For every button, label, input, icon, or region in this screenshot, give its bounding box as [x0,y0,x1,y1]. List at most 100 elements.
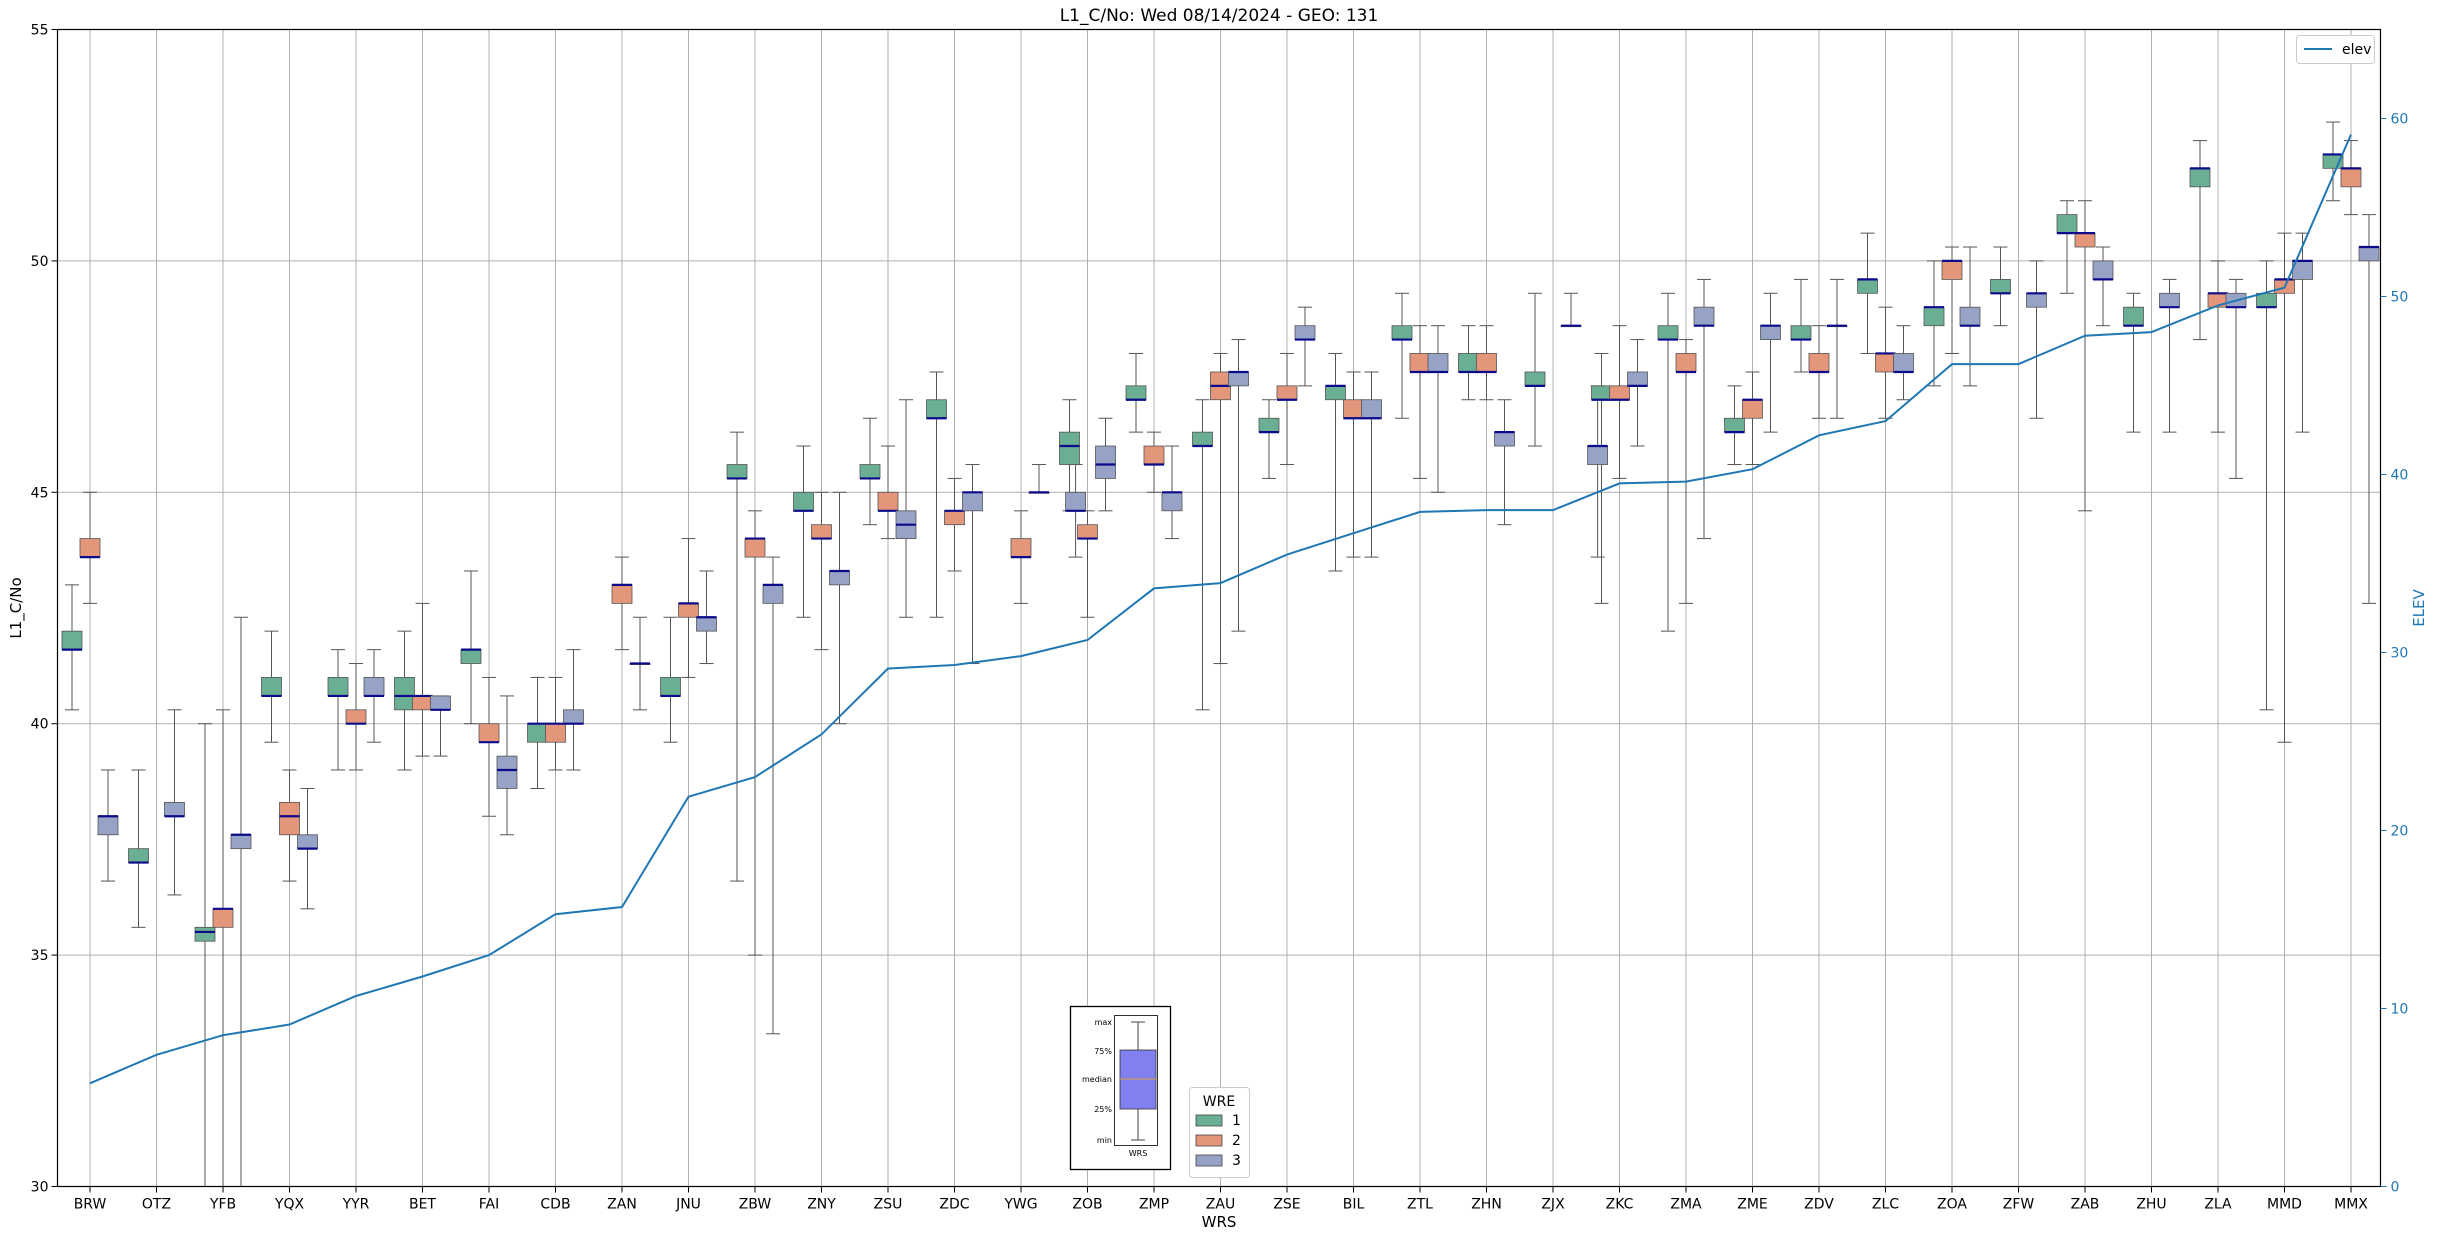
wre-legend-label-1: 1 [1232,1113,1241,1129]
box-wre-2 [2074,232,2096,248]
wre-legend-label-2: 2 [1232,1133,1241,1149]
box-wre-3 [1760,325,1781,340]
box-wre-2 [212,908,234,928]
box-wre-2 [811,524,832,539]
box-wre-3 [1587,445,1608,465]
box-wre-1 [793,491,814,512]
box-plot-key: max 75% median 25% min WRS [1069,1005,1172,1171]
boxes-layer [61,153,2380,942]
box-wre-3 [829,570,850,586]
x-tick-label: ZDV [1804,1197,1834,1213]
box-wre-3 [430,695,451,711]
box-wre-1 [1458,353,1479,373]
x-tick-label: ZTL [1407,1197,1433,1213]
box-wre-3 [1065,491,1086,512]
box-wre-3 [2026,292,2047,308]
x-tick-label: ZDC [939,1197,969,1213]
left-y-axis: 30 35 40 45 50 55 [31,23,58,1196]
box-key-label-median: median [1082,1075,1112,1084]
whiskers-layer [65,121,2376,1187]
box-wre-1 [61,630,83,651]
box-wre-1 [394,677,415,711]
x-tick-label: ZBW [739,1197,772,1213]
y2-axis-title: ELEV [2410,588,2428,626]
wre-legend-swatch-1 [1195,1114,1223,1127]
box-wre-3 [1361,399,1382,419]
wre-legend-title: WRE [1203,1094,1235,1110]
box-wre-3 [1294,325,1316,340]
box-wre-3 [1427,353,1449,373]
box-wre-1 [1192,431,1213,447]
box-wre-1 [1923,306,1945,327]
box-wre-3 [1161,491,1183,512]
box-key-label-75: 75% [1094,1047,1112,1056]
box-wre-2 [744,538,766,558]
box-wre-1 [1391,325,1413,340]
box-wre-3 [1228,371,1249,387]
box-wre-3 [962,491,983,512]
box-wre-2 [1808,353,1830,373]
box-wre-2 [1077,524,1098,539]
box-wre-3 [2358,246,2380,262]
box-wre-3 [563,709,584,725]
x-tick-label: JNU [675,1197,701,1213]
y2-tick-label: 50 [2391,290,2409,306]
box-wre-1 [926,399,947,419]
x-tick-label: ZAB [2071,1197,2100,1213]
x-tick-label: ZSU [874,1197,903,1213]
box-wre-3 [1494,431,1515,447]
box-wre-1 [1059,431,1080,465]
x-tick-label: YFB [209,1197,236,1213]
y2-tick-label: 40 [2391,468,2409,484]
box-wre-1 [2123,306,2144,327]
box-wre-3 [230,834,252,850]
box-wre-1 [128,848,149,863]
x-tick-label: ZFW [2003,1197,2035,1213]
x-tick-label: CDB [540,1197,570,1213]
y-tick-label: 35 [31,948,49,964]
box-wre-1 [1258,417,1280,433]
elev-legend-frame [2296,35,2375,64]
box-wre-2 [345,709,367,725]
box-key-xlabel: WRS [1129,1149,1148,1158]
x-tick-label: ZSE [1273,1197,1300,1213]
box-wre-2 [1476,353,1497,373]
box-wre-2 [545,723,566,743]
x-tick-label: ZHU [2136,1197,2166,1213]
box-wre-1 [2056,214,2078,234]
x-tick-label: FAI [479,1197,499,1213]
box-wre-2 [1941,260,1963,280]
elev-legend-label: elev [2342,42,2371,58]
x-tick-label: ZJX [1541,1197,1565,1213]
y-tick-label: 45 [31,485,49,501]
box-wre-1 [327,677,349,697]
box-wre-3 [1959,306,1981,327]
wre-legend-swatch-2 [1195,1134,1223,1147]
box-wre-3 [1693,306,1715,327]
x-tick-label: ZAN [607,1197,637,1213]
x-tick-label: MMD [2267,1197,2302,1213]
x-tick-label: YYR [342,1197,370,1213]
x-tick-label: ZNY [807,1197,836,1213]
x-tick-label: OTZ [142,1197,171,1213]
box-wre-1 [1325,385,1346,401]
x-axis-title: WRS [1202,1213,1237,1231]
x-tick-label: ZHN [1471,1197,1502,1213]
box-wre-3 [1627,371,1648,387]
box-wre-1 [460,649,482,664]
x-tick-label: ZME [1737,1197,1768,1213]
box-wre-2 [678,602,699,618]
plot-frame [56,28,2382,1188]
wre-legend-label-3: 3 [1232,1153,1241,1169]
box-wre-1 [527,723,548,743]
box-wre-1 [726,464,748,479]
box-wre-1 [261,677,282,697]
box-wre-1 [1591,385,1612,401]
x-tick-label: YQX [274,1197,305,1213]
box-wre-1 [1524,371,1546,387]
x-tick-label: ZLC [1872,1197,1899,1213]
y2-tick-label: 30 [2391,646,2409,662]
box-wre-1 [2256,292,2277,308]
box-wre-2 [1143,445,1165,465]
